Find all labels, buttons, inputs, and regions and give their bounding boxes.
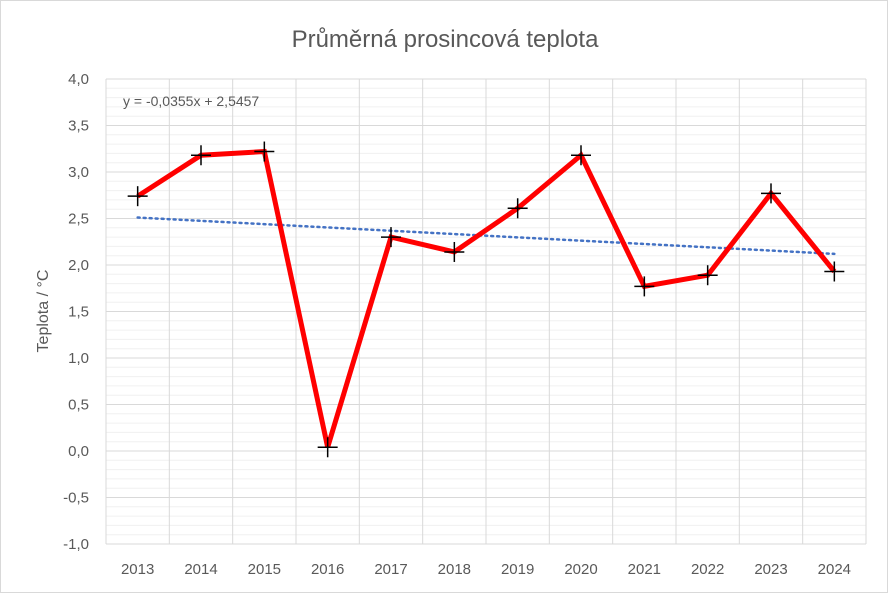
y-tick-label: 1,5 — [68, 304, 89, 321]
data-point-marker — [761, 183, 781, 204]
data-point-marker — [444, 241, 465, 262]
data-point-marker — [824, 261, 845, 282]
x-tick-label: 2018 — [438, 561, 471, 578]
x-tick-label: 2021 — [628, 561, 661, 578]
y-tick-label: 2,5 — [68, 211, 89, 228]
y-axis-label: Teplota / °C — [35, 270, 52, 353]
y-tick-label: 2,0 — [68, 257, 89, 274]
data-point-marker — [127, 186, 148, 207]
x-tick-label: 2014 — [184, 561, 217, 578]
y-tick-labels: -1,0 -0,5 0,0 0,5 1,0 1,5 2,0 2,5 3,0 3,5 4,0 — [63, 71, 89, 553]
grid — [105, 78, 867, 545]
x-tick-label: 2016 — [311, 561, 344, 578]
y-tick-label: -1,0 — [63, 536, 89, 553]
x-tick-label: 2023 — [754, 561, 787, 578]
data-point-marker — [634, 276, 655, 297]
data-point-marker — [571, 145, 591, 166]
x-tick-label: 2015 — [248, 561, 281, 578]
series-line — [136, 148, 837, 449]
trendline-label: y = -0,0355x + 2,5457 — [123, 93, 259, 109]
data-point-marker — [317, 437, 338, 458]
y-tick-label: 0,5 — [68, 397, 89, 414]
data-point-marker — [381, 227, 401, 248]
data-point-marker — [507, 198, 528, 219]
y-tick-label: -0,5 — [63, 490, 89, 507]
trendline-path — [136, 216, 836, 256]
y-tick-label: 0,0 — [68, 443, 89, 460]
chart-title: Průměrná prosincová teplota — [292, 26, 599, 53]
data-point-marker — [697, 265, 718, 286]
x-tick-labels: 2013 2014 2015 2016 2017 2018 2019 2020 2021 2022… — [121, 561, 851, 578]
x-tick-label: 2020 — [564, 561, 597, 578]
y-tick-label: 4,0 — [68, 71, 89, 88]
x-tick-label: 2024 — [818, 561, 851, 578]
y-tick-label: 3,0 — [68, 164, 89, 181]
y-tick-label: 3,5 — [68, 118, 89, 135]
data-point-marker — [254, 141, 275, 162]
x-tick-label: 2019 — [501, 561, 534, 578]
series — [127, 141, 845, 458]
y-tick-label: 1,0 — [68, 350, 89, 367]
x-tick-label: 2017 — [374, 561, 407, 578]
data-point-marker — [191, 145, 211, 166]
trendline — [136, 216, 836, 256]
x-tick-label: 2022 — [691, 561, 724, 578]
x-tick-label: 2013 — [121, 561, 154, 578]
